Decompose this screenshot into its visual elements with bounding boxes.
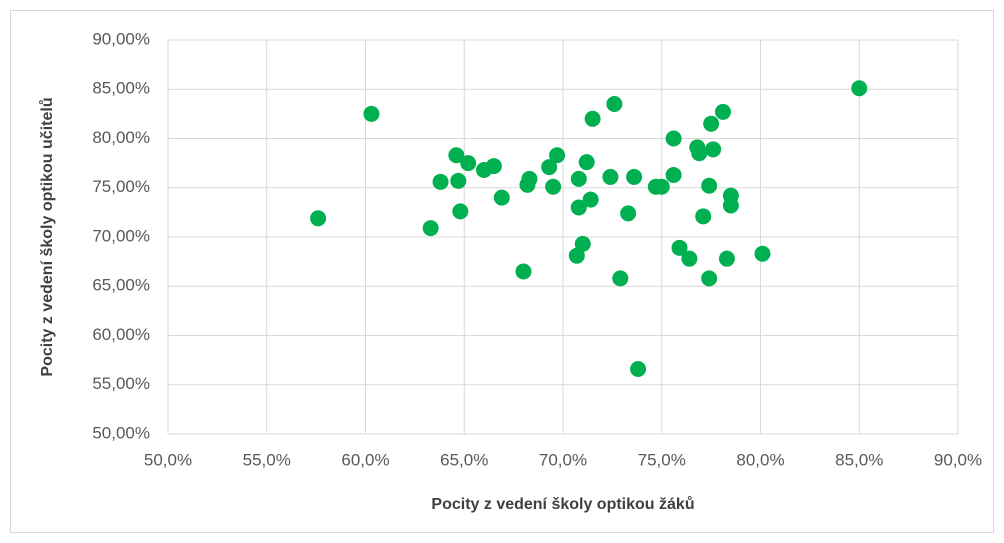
point [665,166,682,183]
x-tick-label: 70,0% [539,450,587,469]
point [574,235,591,252]
y-axis-title: Pocity z vedení školy optikou učitelů [39,97,56,376]
point [653,178,670,195]
x-tick-label: 85,0% [835,450,883,469]
point [422,220,439,237]
point [681,250,698,267]
y-tick-label: 60,00% [92,325,150,344]
y-tick-label: 70,00% [92,226,150,245]
y-tick-label: 80,00% [92,128,150,147]
point [602,168,619,185]
point [545,178,562,195]
point [626,168,643,185]
point [582,191,599,208]
point [701,177,718,194]
x-tick-label: 75,0% [638,450,686,469]
point [612,270,629,287]
y-tick-label: 85,00% [92,79,150,98]
point [448,147,465,164]
x-axis-title: Pocity z vedení školy optikou žáků [431,496,694,513]
point [549,147,566,164]
x-tick-label: 80,0% [736,450,784,469]
point [570,170,587,187]
x-tick-label: 60,0% [341,450,389,469]
point [701,270,718,287]
point [541,159,558,176]
point [310,210,327,227]
point [691,145,708,162]
point [606,96,623,113]
point [630,360,647,377]
point [584,110,601,127]
point [363,105,380,122]
point [452,203,469,220]
point [665,130,682,147]
point [695,208,712,225]
point [705,141,722,158]
point [493,189,510,206]
x-tick-label: 90,0% [934,450,982,469]
point [432,173,449,190]
x-tick-label: 65,0% [440,450,488,469]
y-tick-label: 75,00% [92,177,150,196]
point [570,199,587,216]
point [754,245,771,262]
point [515,263,532,280]
y-tick-label: 65,00% [92,276,150,295]
point [722,197,739,214]
x-tick-label: 50,0% [144,450,192,469]
point [578,154,595,171]
point [620,205,637,222]
point [851,80,868,97]
y-tick-label: 55,00% [92,374,150,393]
point [521,170,538,187]
y-tick-label: 90,00% [92,29,150,48]
point [718,250,735,267]
y-tick-label: 50,00% [92,423,150,442]
point [568,247,585,264]
point [671,239,688,256]
point [714,103,731,120]
chart-frame [10,10,994,533]
point [460,155,477,172]
x-tick-label: 55,0% [243,450,291,469]
point [485,158,502,175]
point [703,115,720,132]
point [450,172,467,189]
